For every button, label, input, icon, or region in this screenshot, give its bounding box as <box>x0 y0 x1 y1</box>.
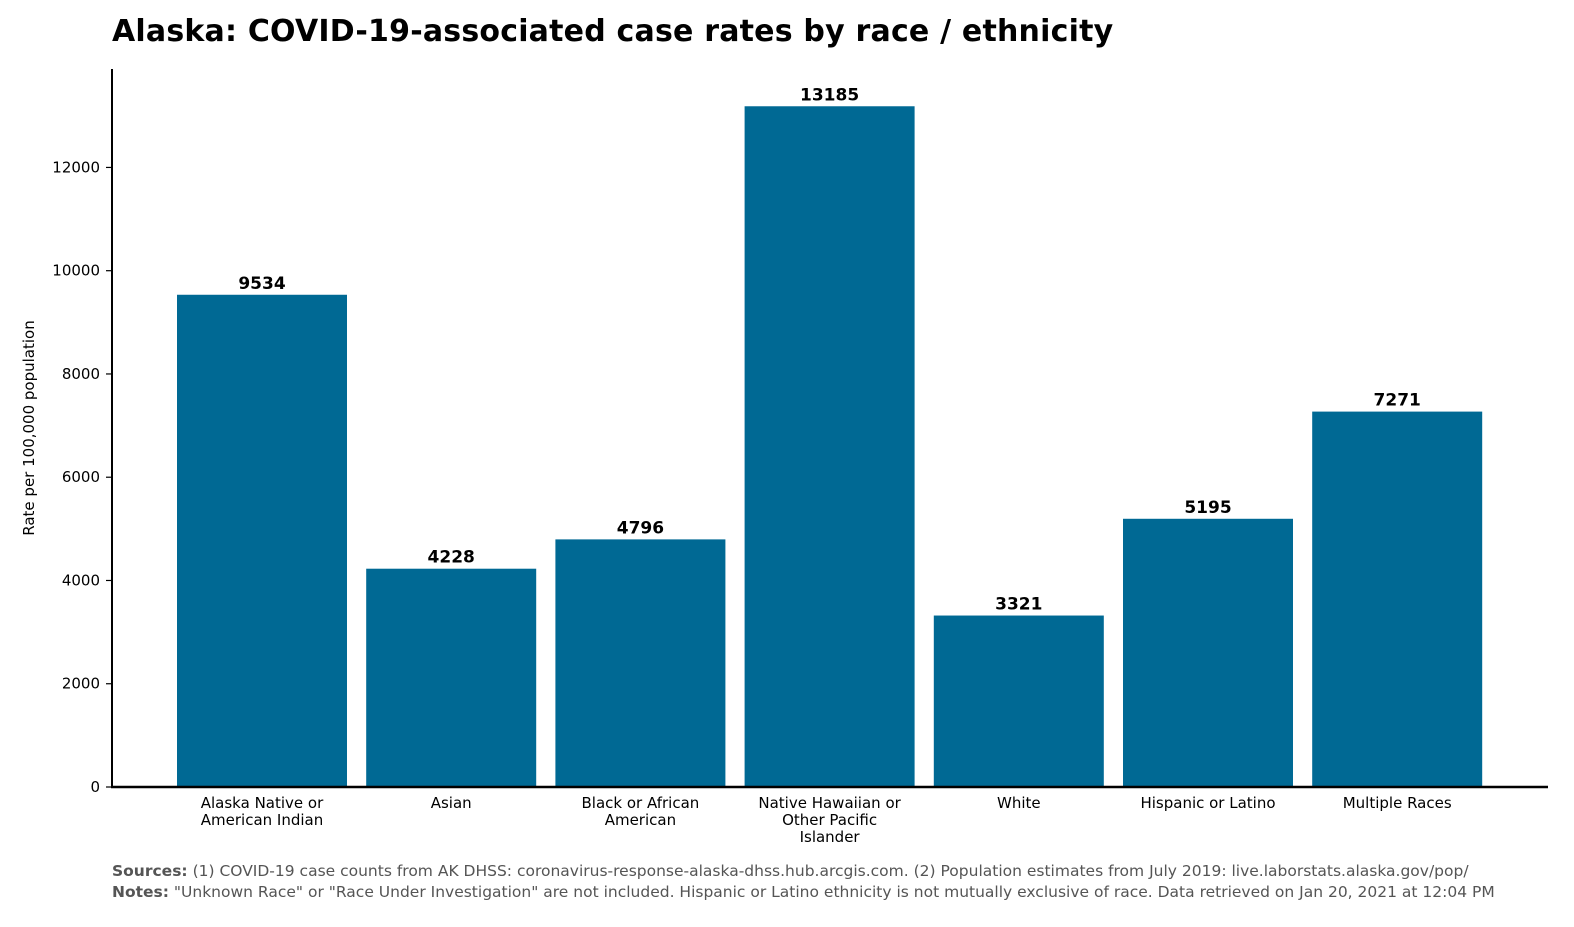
bar-4 <box>933 615 1104 787</box>
bar-value-label: 4796 <box>617 518 664 538</box>
sources-label: Sources: <box>112 862 188 880</box>
notes-text: "Unknown Race" or "Race Under Investigat… <box>173 883 1495 901</box>
chart-title: Alaska: COVID-19-associated case rates b… <box>112 14 1114 49</box>
bar-value-label: 7271 <box>1374 391 1421 411</box>
x-tick-label-line: Native Hawaiian or <box>758 794 901 812</box>
x-tick-label-line: American <box>605 811 676 829</box>
bar-value-label: 3321 <box>995 595 1042 615</box>
y-axis-title: Rate per 100,000 population <box>20 320 38 535</box>
x-tick-label-line: American Indian <box>201 811 323 829</box>
x-tick-label-line: Other Pacific <box>782 811 877 829</box>
bar-value-label: 4228 <box>428 548 475 568</box>
x-tick-label: Hispanic or Latino <box>1140 794 1275 812</box>
y-tick-label: 0 <box>90 778 100 796</box>
x-tick-label: Multiple Races <box>1343 794 1452 812</box>
y-tick-label: 10000 <box>52 262 100 280</box>
bars-layer <box>177 106 1483 788</box>
x-tick-label-line: Black or African <box>582 794 700 812</box>
y-tick-label: 6000 <box>62 468 100 486</box>
y-tick-label: 2000 <box>62 675 100 693</box>
bar-value-label: 9534 <box>238 274 285 294</box>
x-tick-label-line: Multiple Races <box>1343 794 1452 812</box>
x-tick-label: Black or African American <box>582 794 700 829</box>
x-tick-label: Native Hawaiian or Other Pacific Islander <box>758 794 901 846</box>
x-tick-label-line: White <box>997 794 1041 812</box>
x-tick-label: Alaska Native or American Indian <box>201 794 324 829</box>
x-tick-label: White <box>997 794 1041 812</box>
x-tick-label-line: Asian <box>431 794 472 812</box>
sources-note: Sources: (1) COVID-19 case counts from A… <box>112 862 1469 880</box>
x-tick-label-line: Hispanic or Latino <box>1140 794 1275 812</box>
x-tick-label-line: Islander <box>800 828 861 846</box>
x-axis: Alaska Native or American Indian Asian Blac… <box>111 785 1548 846</box>
y-tick-label: 4000 <box>62 571 100 589</box>
sources-text: (1) COVID-19 case counts from AK DHSS: c… <box>192 862 1469 880</box>
bar-0 <box>177 294 347 787</box>
bar-value-label: 13185 <box>800 85 859 105</box>
bar-3 <box>744 106 915 788</box>
bar-6 <box>1312 411 1483 787</box>
bar-2 <box>555 539 726 787</box>
y-tick-label: 12000 <box>52 158 100 176</box>
y-axis: 0 2000 4000 6000 8000 10000 12000 <box>52 69 113 796</box>
value-labels-layer: 9534 4228 4796 13185 3321 5195 7271 <box>238 85 1421 614</box>
bar-value-label: 5195 <box>1184 498 1231 518</box>
bar-5 <box>1123 518 1293 787</box>
x-tick-label-line: Alaska Native or <box>201 794 324 812</box>
notes-note: Notes: "Unknown Race" or "Race Under Inv… <box>112 883 1495 901</box>
bar-1 <box>366 568 537 787</box>
x-tick-label: Asian <box>431 794 472 812</box>
y-tick-label: 8000 <box>62 365 100 383</box>
notes-label: Notes: <box>112 883 169 901</box>
